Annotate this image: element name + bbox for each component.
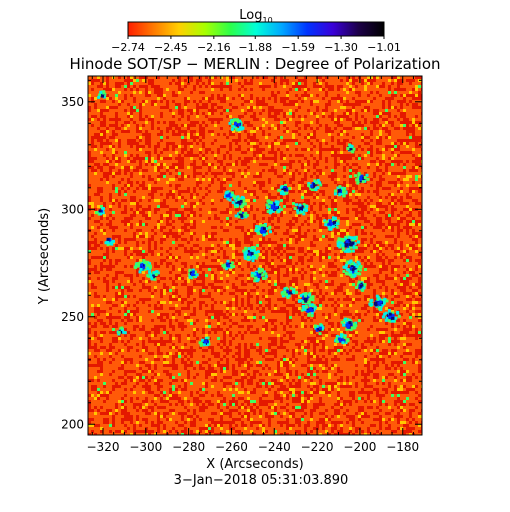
colorbar: Log10 −2.74 −2.45 −2.16 −1.88 −1.59 −1.30 −1.0… [111, 8, 401, 54]
map-texture [88, 76, 422, 435]
x-tick-label: −300 [129, 440, 162, 454]
y-tick-label: 350 [61, 95, 84, 109]
y-tick-label: 200 [61, 417, 84, 431]
colorbar-tick-label: −2.16 [197, 41, 231, 54]
x-axis-label: X (Arcseconds) [206, 457, 303, 472]
colorbar-ticks: −2.74 −2.45 −2.16 −1.88 −1.59 −1.30 −1.01 [111, 36, 401, 54]
x-axis-ticks: −320 −300 −280 −260 −240 −220 −200 −180 [87, 76, 419, 454]
timestamp: 3−Jan−2018 05:31:03.890 [174, 473, 349, 488]
polarization-map [88, 76, 422, 435]
figure-title: Hinode SOT/SP − MERLIN : Degree of Polar… [69, 55, 440, 73]
x-tick-label: −180 [386, 440, 419, 454]
colorbar-tick-label: −2.45 [154, 41, 188, 54]
colorbar-tick-label: −1.88 [238, 41, 272, 54]
y-tick-label: 300 [61, 202, 84, 216]
x-tick-label: −320 [87, 440, 120, 454]
colorbar-label: Log10 [239, 8, 272, 25]
y-axis-ticks: 200 250 300 350 [61, 79, 422, 431]
x-tick-label: −200 [343, 440, 376, 454]
map-structures [95, 90, 401, 347]
colorbar-tick-label: −2.74 [111, 41, 145, 54]
x-tick-label: −240 [258, 440, 291, 454]
x-tick-label: −260 [215, 440, 248, 454]
colorbar-tick-label: −1.30 [324, 41, 358, 54]
x-tick-label: −220 [301, 440, 334, 454]
x-tick-label: −280 [172, 440, 205, 454]
colorbar-tick-label: −1.59 [281, 41, 315, 54]
colorbar-tick-label: −1.01 [367, 41, 401, 54]
y-tick-label: 250 [61, 310, 84, 324]
y-axis-label: Y (Arcseconds) [37, 208, 52, 305]
colorbar-gradient [127, 21, 385, 37]
plot-frame [87, 75, 423, 436]
